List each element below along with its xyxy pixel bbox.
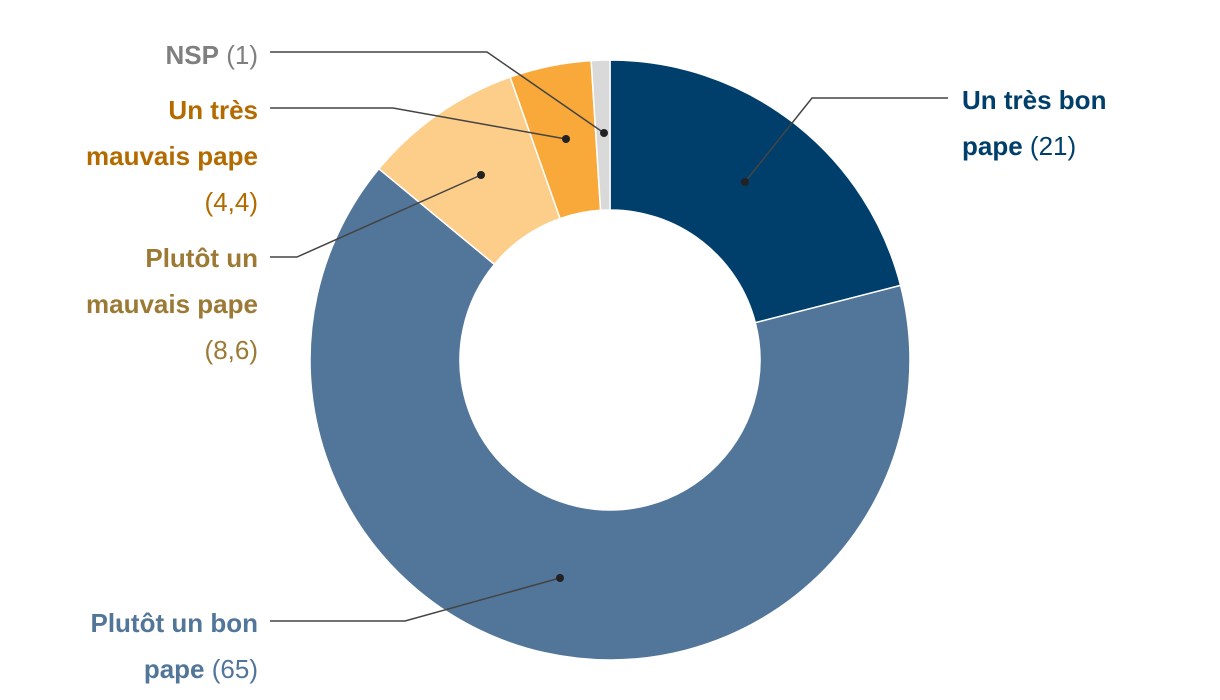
leader-line — [270, 174, 482, 258]
slice-label: Plutôt un bon pape (65) — [28, 600, 258, 692]
category-name: Plutôt un mauvais pape — [86, 243, 258, 319]
value-label: (65) — [211, 654, 258, 684]
category-name: Un très mauvais pape — [86, 95, 258, 171]
category-name: Un très bon pape — [962, 85, 1107, 161]
leader-line — [270, 51, 605, 134]
slice-label: NSP (1) — [38, 32, 258, 78]
value-label: (21) — [1029, 131, 1077, 161]
leader-dot — [600, 129, 608, 137]
leader-dot — [741, 178, 749, 186]
donut-slice — [609, 59, 902, 324]
leader-line — [270, 107, 567, 140]
category-name: NSP — [165, 40, 219, 70]
leader-line — [744, 97, 948, 183]
leader-dot — [562, 135, 570, 143]
value-label: (4,4) — [204, 187, 258, 217]
slice-label: Un très bon pape (21) — [962, 77, 1162, 169]
leader-dot — [477, 171, 485, 179]
donut-slice — [309, 167, 911, 661]
donut-slice — [590, 59, 611, 212]
slice-label: Plutôt un mauvais pape (8,6) — [38, 235, 258, 373]
value-label: (1) — [226, 40, 258, 70]
value-label: (8,6) — [204, 335, 258, 365]
leader-dot — [556, 574, 564, 582]
leader-line — [270, 577, 561, 622]
slice-label: Un très mauvais pape (4,4) — [58, 87, 258, 225]
category-name: Plutôt un bon pape — [90, 608, 258, 684]
